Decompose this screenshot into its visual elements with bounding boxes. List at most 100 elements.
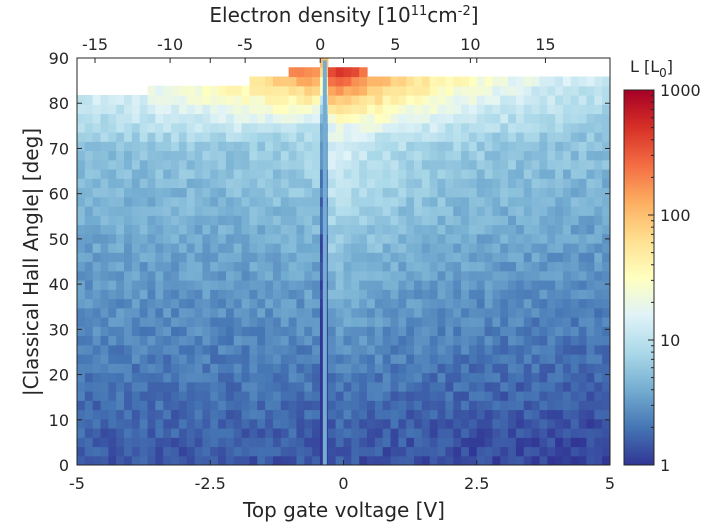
x-tick-label: 2.5 — [464, 474, 489, 493]
heatmap-cell — [335, 67, 345, 78]
heatmap-cell — [453, 215, 462, 226]
heatmap-cell — [539, 141, 548, 152]
heatmap-cell — [304, 381, 313, 392]
heatmap-cell — [304, 354, 313, 364]
heatmap-cell — [602, 252, 610, 263]
heatmap-cell — [531, 400, 541, 411]
heatmap-cell — [116, 169, 125, 179]
heatmap-cell — [555, 150, 564, 161]
heatmap-cell — [602, 344, 610, 355]
heatmap-cell — [312, 335, 321, 346]
heatmap-cell — [382, 381, 392, 392]
heatmap-cell — [602, 400, 610, 411]
heatmap-cell — [492, 215, 501, 226]
heatmap-cell — [437, 196, 446, 207]
heatmap-cell — [241, 150, 251, 161]
heatmap-cell — [523, 169, 533, 179]
heatmap-cell — [390, 455, 399, 465]
heatmap-cell — [202, 446, 211, 457]
heatmap-cell — [186, 428, 196, 438]
heatmap-cell — [108, 113, 117, 124]
heatmap-cell — [218, 344, 227, 355]
heatmap-cell — [241, 169, 251, 179]
heatmap-cell — [374, 169, 384, 179]
heatmap-cell — [210, 159, 219, 170]
heatmap-cell — [594, 252, 603, 263]
heatmap-cell — [602, 307, 610, 318]
heatmap-cell — [429, 122, 439, 133]
heatmap-cell — [484, 335, 494, 346]
heatmap-cell — [421, 76, 431, 87]
heatmap-cell — [570, 169, 580, 179]
heatmap-cell — [194, 252, 204, 263]
heatmap-cell — [249, 196, 258, 207]
heatmap-cell — [461, 252, 470, 263]
heatmap-cell — [108, 363, 117, 374]
heatmap-cell — [429, 224, 439, 235]
heatmap-cell — [131, 224, 141, 235]
heatmap-cell — [547, 381, 556, 392]
heatmap-cell — [343, 344, 352, 355]
heatmap-cell — [202, 400, 211, 411]
heatmap-cell — [484, 76, 494, 87]
heatmap-cell — [155, 187, 164, 198]
heatmap-cell — [265, 233, 274, 244]
heatmap-cell — [461, 233, 470, 244]
heatmap-cell — [602, 76, 610, 87]
heatmap-cell — [249, 122, 258, 133]
heatmap-cell — [335, 132, 345, 142]
heatmap-cell — [414, 132, 423, 142]
heatmap-cell — [437, 317, 446, 327]
heatmap-cell — [445, 169, 454, 179]
heatmap-cell — [296, 437, 305, 448]
heatmap-cell — [453, 85, 462, 96]
heatmap-cell — [437, 326, 446, 337]
heatmap-cell — [602, 206, 610, 216]
heatmap-cell — [163, 363, 172, 374]
heatmap-cell — [131, 187, 141, 198]
heatmap-cell — [351, 437, 360, 448]
heatmap-cell — [77, 280, 86, 290]
heatmap-cell — [186, 224, 196, 235]
heatmap-cell — [171, 178, 180, 189]
heatmap-cell — [523, 187, 533, 198]
heatmap-cell — [288, 298, 298, 309]
heatmap-cell — [562, 76, 572, 87]
heatmap-cell — [225, 335, 235, 346]
heatmap-cell — [194, 446, 204, 457]
heatmap-cell — [210, 95, 219, 105]
heatmap-cell — [131, 113, 141, 124]
heatmap-cell — [359, 363, 368, 374]
heatmap-cell — [492, 122, 501, 133]
heatmap-cell — [539, 252, 548, 263]
heatmap-cell — [178, 169, 188, 179]
heatmap-cell — [155, 418, 164, 429]
heatmap-cell — [296, 122, 305, 133]
heatmap-cell — [570, 391, 580, 401]
heatmap-cell — [124, 409, 133, 420]
heatmap-cell — [92, 243, 102, 253]
heatmap-cell — [296, 363, 305, 374]
heatmap-cell — [523, 261, 533, 272]
heatmap-cell — [139, 122, 149, 133]
heatmap-cell — [249, 150, 258, 161]
heatmap-cell — [468, 400, 478, 411]
heatmap-cell — [562, 178, 572, 189]
heatmap-cell — [547, 335, 556, 346]
heatmap-cell — [476, 159, 486, 170]
heatmap-cell — [374, 141, 384, 152]
heatmap-cell — [186, 317, 196, 327]
heatmap-cell — [171, 95, 180, 105]
heatmap-cell — [249, 446, 258, 457]
heatmap-cell — [194, 95, 204, 105]
heatmap-cell — [508, 104, 517, 115]
heatmap-cell — [437, 206, 446, 216]
heatmap-cell — [186, 113, 196, 124]
heatmap-cell — [367, 335, 376, 346]
top-tick-label: 10 — [460, 35, 480, 54]
heatmap-cell — [421, 95, 431, 105]
heatmap-cell — [508, 381, 517, 392]
heatmap-cell — [92, 298, 102, 309]
heatmap-cell — [468, 76, 478, 87]
heatmap-cell — [171, 159, 180, 170]
